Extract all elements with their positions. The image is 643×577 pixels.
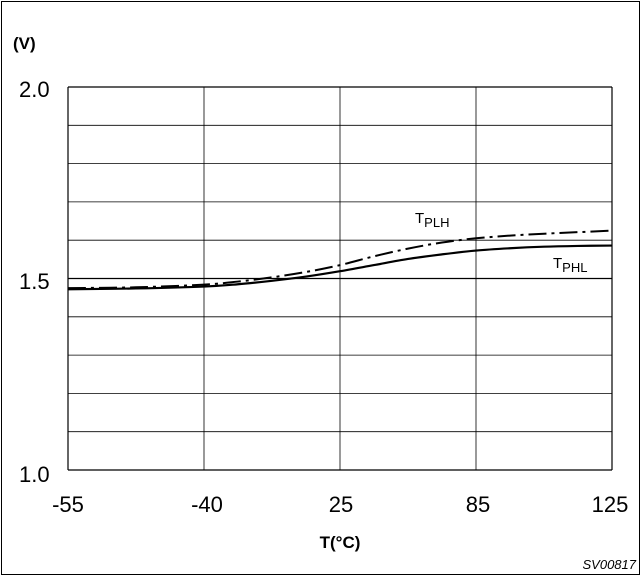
x-tick-label: 25 [329,492,353,517]
series-group [67,229,613,291]
series-line-plh [67,229,613,290]
y-unit-label: (V) [13,34,36,53]
series-label-tplh-sub: PLH [424,215,449,230]
y-tick-label: 2.0 [19,77,50,102]
x-tick-label: 85 [466,492,490,517]
series-label-tplh-main: T [415,210,424,227]
x-tick-label: -40 [191,492,223,517]
series-label-tphl-main: T [553,255,562,272]
y-tick-label: 1.0 [19,462,50,487]
x-tick-label: -55 [52,492,84,517]
series-label-tphl: TPHL [553,255,587,275]
series-label-tplh: TPLH [415,210,449,230]
x-tick-label: 125 [592,492,629,517]
grid [67,86,613,471]
y-tick-label: 1.5 [19,269,50,294]
x-axis-label: T(°C) [320,533,361,552]
series-line-phl [67,244,613,291]
series-label-tphl-sub: PHL [562,260,587,275]
figure-code: SV00817 [583,557,637,572]
